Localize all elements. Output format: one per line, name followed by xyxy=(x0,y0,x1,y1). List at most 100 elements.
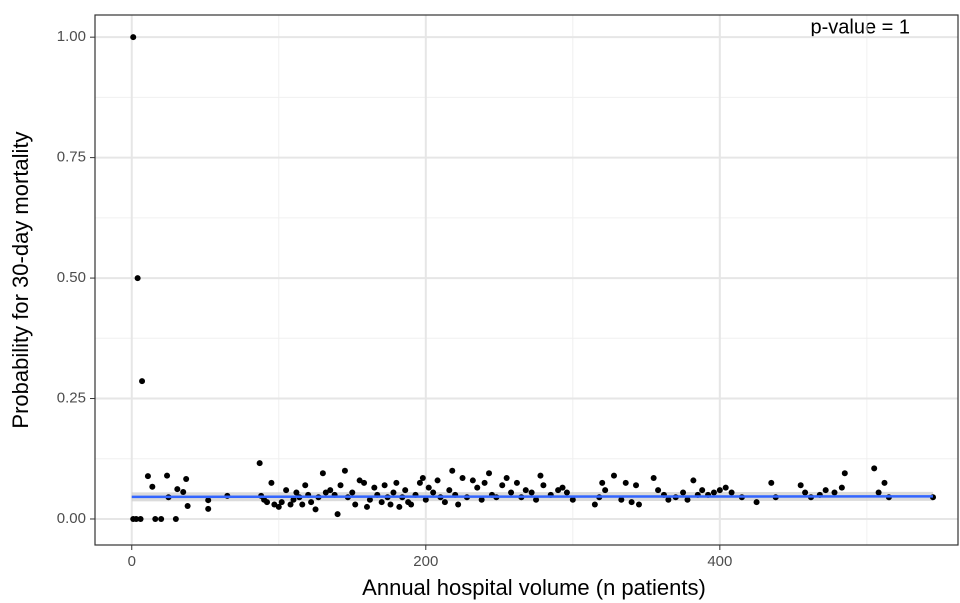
point xyxy=(434,477,441,484)
point xyxy=(180,489,187,495)
point xyxy=(481,479,488,486)
point xyxy=(278,499,285,506)
point xyxy=(402,487,409,494)
point xyxy=(503,475,510,482)
point xyxy=(446,487,453,494)
point xyxy=(322,489,329,496)
y-tick-label: 0.25 xyxy=(57,389,86,406)
point xyxy=(680,489,687,496)
point xyxy=(559,484,566,491)
point xyxy=(361,479,368,486)
point xyxy=(684,496,691,503)
point xyxy=(528,489,535,496)
point xyxy=(172,515,179,522)
point xyxy=(563,489,570,496)
point xyxy=(137,515,144,522)
y-axis-title: Probability for 30-day mortality xyxy=(8,131,33,428)
point xyxy=(352,501,359,508)
y-tick-label: 1.00 xyxy=(57,28,86,45)
point xyxy=(256,460,263,467)
point xyxy=(416,479,423,486)
x-tick-label: 200 xyxy=(413,553,438,570)
point xyxy=(396,503,403,510)
point xyxy=(522,487,529,494)
point xyxy=(419,475,426,482)
panel-border xyxy=(94,14,959,546)
point xyxy=(387,501,394,508)
point xyxy=(537,472,544,479)
point xyxy=(356,477,363,484)
y-tick-label: 0.50 xyxy=(57,269,86,286)
point xyxy=(540,482,547,489)
point xyxy=(555,487,562,494)
point xyxy=(875,489,882,496)
point xyxy=(459,475,466,482)
point xyxy=(390,489,397,496)
point xyxy=(655,487,662,494)
point xyxy=(871,465,878,472)
point xyxy=(381,482,388,489)
point xyxy=(290,496,297,503)
x-axis-title: Annual hospital volume (n patients) xyxy=(362,575,706,600)
point xyxy=(728,489,735,496)
point xyxy=(341,467,348,474)
point xyxy=(753,499,760,506)
point xyxy=(144,473,151,480)
annotation: p-value = 1 xyxy=(810,16,910,38)
point xyxy=(327,487,334,494)
point xyxy=(349,489,356,496)
point xyxy=(408,501,415,508)
point xyxy=(430,489,437,496)
point xyxy=(881,479,888,486)
point xyxy=(628,499,635,506)
point xyxy=(264,499,271,506)
point xyxy=(275,503,282,510)
point xyxy=(469,477,476,484)
point xyxy=(599,479,606,486)
point xyxy=(635,501,642,508)
point xyxy=(722,484,729,491)
point xyxy=(513,479,520,486)
point xyxy=(174,486,181,493)
point xyxy=(602,487,609,494)
point xyxy=(449,467,456,474)
point xyxy=(650,475,657,482)
point xyxy=(797,482,804,489)
x-tick-label: 400 xyxy=(707,553,732,570)
point xyxy=(441,499,448,506)
point xyxy=(478,496,485,503)
point xyxy=(378,499,385,506)
point xyxy=(130,34,137,41)
point xyxy=(371,484,378,491)
point xyxy=(393,479,400,486)
point xyxy=(618,496,625,503)
point xyxy=(841,470,848,477)
point xyxy=(455,501,462,508)
point xyxy=(334,511,341,518)
point xyxy=(710,489,717,496)
point xyxy=(183,475,190,482)
point xyxy=(302,482,309,489)
point xyxy=(802,489,809,496)
point xyxy=(486,470,493,477)
point xyxy=(164,472,171,479)
point xyxy=(268,479,275,486)
point xyxy=(499,482,506,489)
point xyxy=(690,477,697,484)
y-tick-label: 0.75 xyxy=(57,149,86,166)
point xyxy=(299,501,306,508)
point xyxy=(422,496,429,503)
point xyxy=(271,501,278,508)
point xyxy=(425,484,432,491)
point xyxy=(205,505,212,512)
point xyxy=(665,496,672,503)
point xyxy=(337,482,344,489)
point xyxy=(366,496,373,503)
point xyxy=(293,489,300,496)
point xyxy=(716,487,723,494)
point xyxy=(287,501,294,508)
point xyxy=(508,489,515,496)
point xyxy=(633,482,640,489)
point xyxy=(152,515,159,522)
